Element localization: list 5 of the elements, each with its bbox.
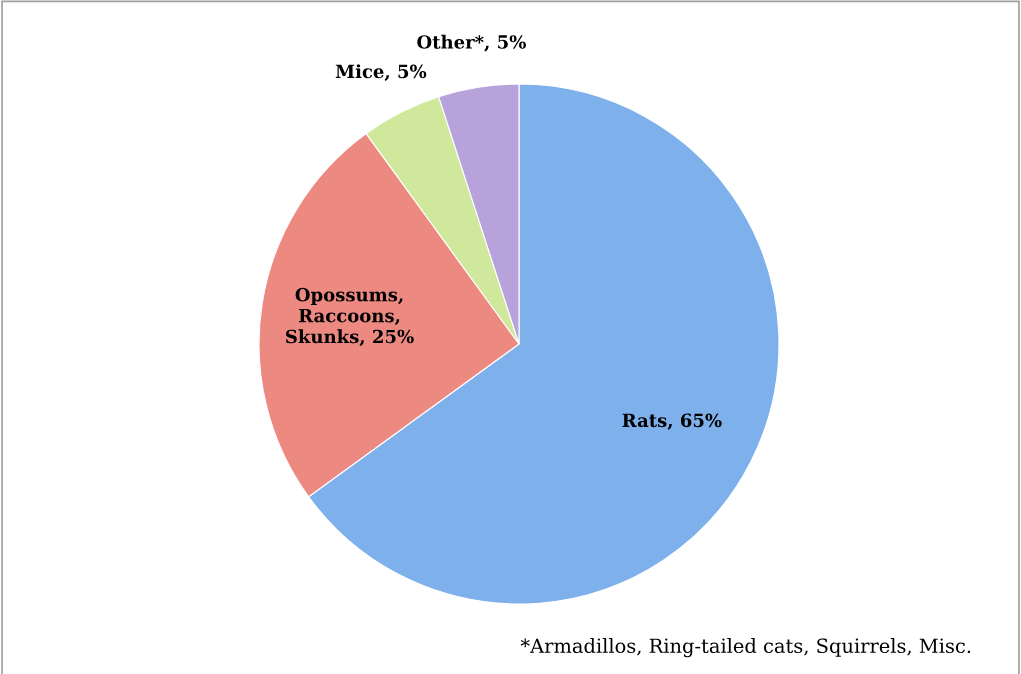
slice-label: Opossums, Raccoons, Skunks, 25%: [286, 287, 414, 347]
slice-label: Other*, 5%: [417, 34, 526, 52]
slice-label: Rats, 65%: [622, 413, 722, 430]
text: *Armadillos, Ring-tailed cats, Squirrels, Misc.: [520, 638, 971, 658]
slice-label: Mice, 5%: [335, 64, 427, 81]
